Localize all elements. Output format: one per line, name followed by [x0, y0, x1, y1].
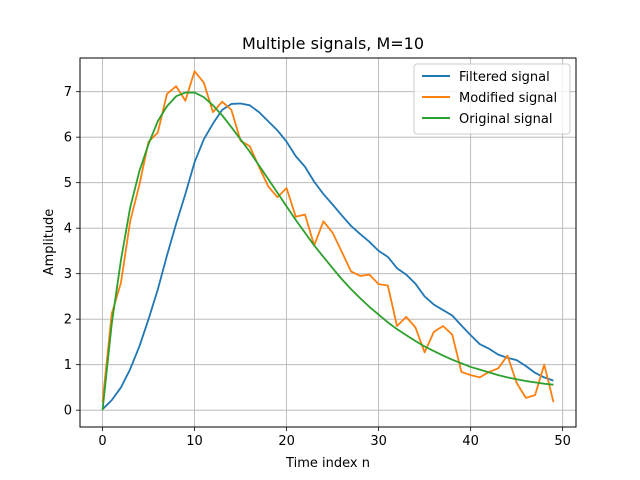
- chart-title: Multiple signals, M=10: [242, 34, 424, 53]
- x-tick-label: 0: [98, 434, 106, 449]
- y-tick-label: 0: [64, 404, 72, 419]
- x-tick-label: 50: [554, 434, 571, 449]
- x-tick-label: 20: [278, 434, 295, 449]
- series-line-3: [101, 91, 554, 411]
- x-tick-label: 10: [186, 434, 203, 449]
- legend-label: Original signal: [459, 112, 552, 127]
- series-line-1: [101, 102, 554, 410]
- y-tick-label: 2: [64, 313, 72, 328]
- y-tick-label: 6: [64, 131, 72, 146]
- series-line-2: [101, 70, 555, 403]
- y-tick-label: 7: [64, 85, 72, 100]
- legend-label: Filtered signal: [459, 70, 550, 85]
- y-tick-label: 4: [64, 222, 72, 237]
- series-layer: [101, 70, 555, 411]
- y-tick-label: 3: [64, 267, 72, 282]
- ticks: 0 10 20 30 40 50 0 1 2 3 4 5 6 7: [64, 85, 571, 449]
- plot-frame: [79, 57, 577, 428]
- x-tick-label: 40: [462, 434, 479, 449]
- y-tick-label: 5: [64, 176, 72, 191]
- legend-label: Modified signal: [459, 91, 557, 106]
- x-tick-label: 30: [370, 434, 387, 449]
- legend-box: [413, 63, 571, 135]
- x-axis-label: Time index n: [285, 456, 370, 471]
- y-axis-label: Amplitude: [42, 209, 57, 276]
- y-tick-label: 1: [64, 358, 72, 373]
- legend: Filtered signal Modified signal Original s…: [413, 63, 571, 135]
